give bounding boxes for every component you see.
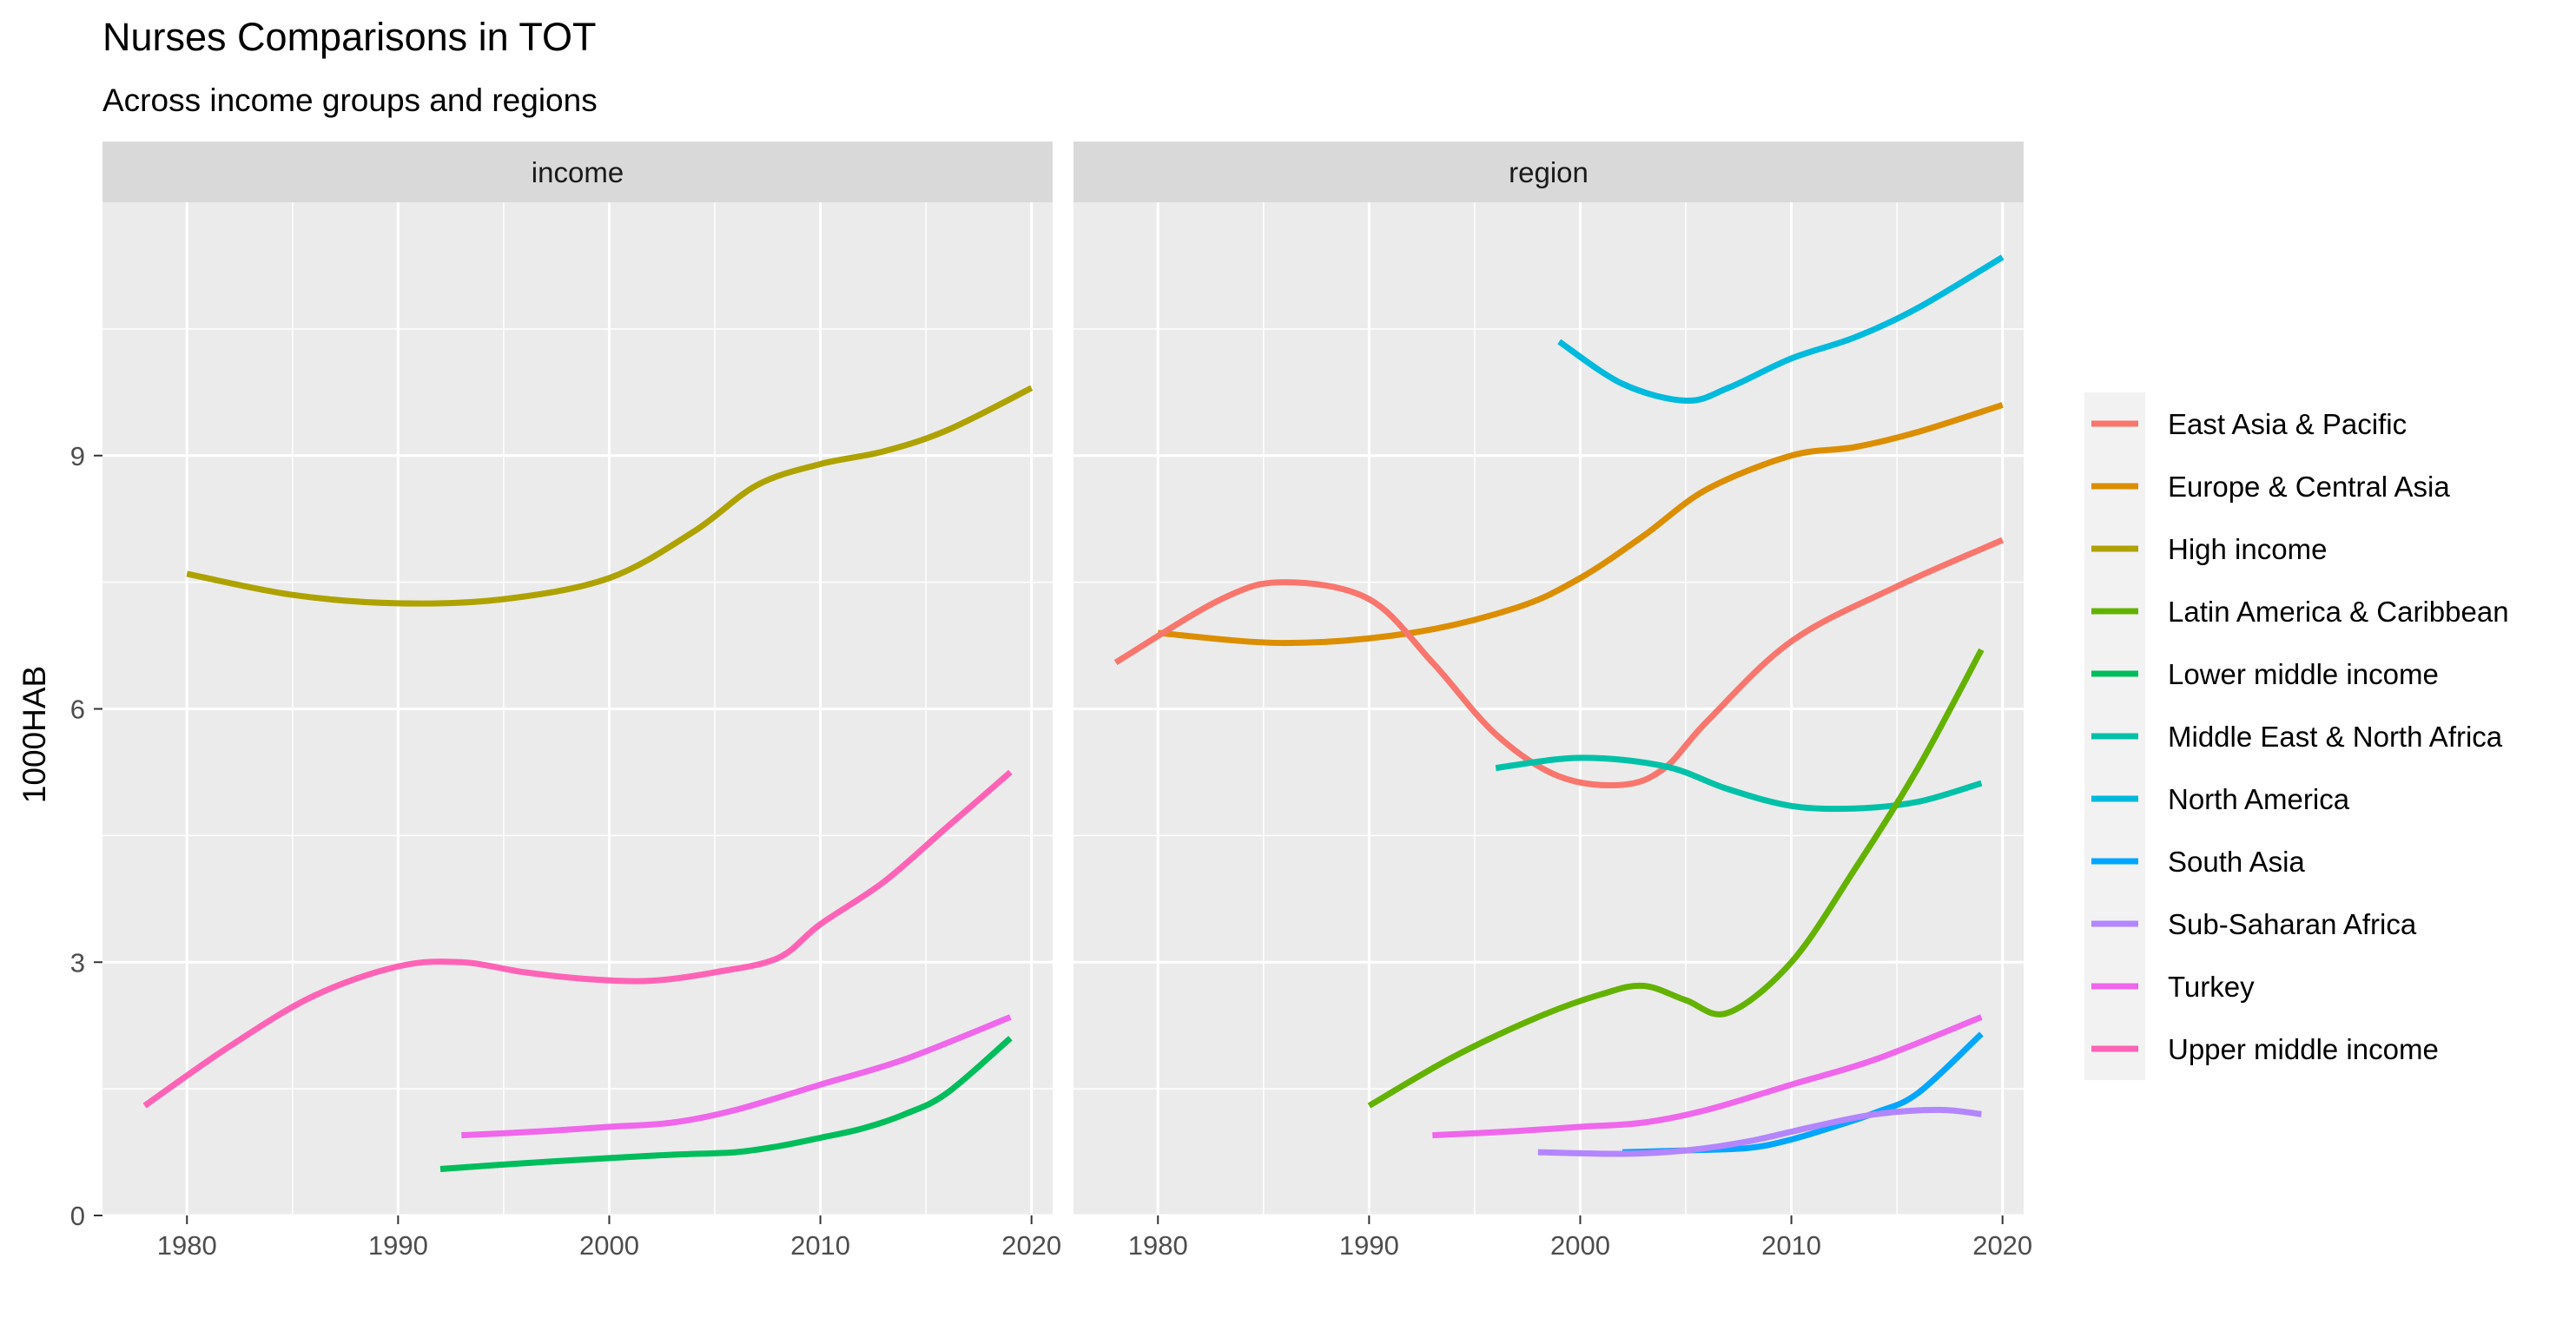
panel-region: region 1980 1990 2000 2010 2020 bbox=[1073, 142, 2032, 1261]
legend-label-north-america: North America bbox=[2168, 783, 2350, 815]
legend-label-sub-saharan-africa: Sub-Saharan Africa bbox=[2168, 908, 2417, 940]
x-tick-label: 1980 bbox=[157, 1230, 217, 1261]
panel-income: income 1980 1990 2000 2010 2020 0 3 6 9 bbox=[70, 142, 1061, 1261]
panels: income 1980 1990 2000 2010 2020 0 3 6 9 region 1980… bbox=[70, 142, 2032, 1261]
series-line-europe-and-central-asia bbox=[1157, 402, 2004, 647]
x-tick-label: 1990 bbox=[368, 1230, 428, 1261]
y-tick-label: 0 bbox=[70, 1201, 85, 1231]
facet-strip bbox=[1073, 142, 2024, 202]
y-tick-label: 3 bbox=[70, 947, 85, 978]
x-tick-label: 2010 bbox=[1761, 1230, 1821, 1261]
y-tick-label: 6 bbox=[70, 695, 85, 725]
x-tick-label: 2020 bbox=[1001, 1230, 1061, 1261]
series-line-north-america bbox=[1557, 254, 2005, 405]
x-tick-label: 1980 bbox=[1128, 1230, 1188, 1261]
chart-subtitle: Across income groups and regions bbox=[102, 82, 598, 118]
series-line-turkey bbox=[1432, 1014, 1983, 1139]
legend-label-south-asia: South Asia bbox=[2168, 846, 2305, 878]
legend-label-high-income: High income bbox=[2168, 533, 2327, 565]
series-line-latin-america-and-caribbean bbox=[1367, 648, 1985, 1109]
x-tick-label: 2020 bbox=[1972, 1230, 2032, 1261]
series-line-east-asia-and-pacific bbox=[1113, 537, 2005, 789]
series-line-middle-east-and-north-africa bbox=[1495, 754, 1983, 813]
legend-label-east-asia-and-pacific: East Asia & Pacific bbox=[2168, 408, 2407, 440]
series-line-turkey bbox=[461, 1014, 1012, 1139]
series-line-lower-middle-income bbox=[439, 1036, 1013, 1172]
facet-label: income bbox=[532, 156, 624, 188]
legend-label-turkey: Turkey bbox=[2168, 971, 2255, 1003]
x-tick-label: 2000 bbox=[1550, 1230, 1610, 1261]
x-tick-label: 1990 bbox=[1339, 1230, 1399, 1261]
legend-label-latin-america-and-caribbean: Latin America & Caribbean bbox=[2168, 596, 2509, 628]
legend-label-lower-middle-income: Lower middle income bbox=[2168, 658, 2439, 690]
y-axis-label: 1000HAB bbox=[17, 666, 52, 803]
legend-label-upper-middle-income: Upper middle income bbox=[2168, 1033, 2439, 1065]
series-line-high-income bbox=[186, 385, 1034, 607]
legend-label-europe-and-central-asia: Europe & Central Asia bbox=[2168, 471, 2450, 503]
facet-strip bbox=[102, 142, 1053, 202]
chart-title: Nurses Comparisons in TOT bbox=[102, 15, 597, 59]
legend-label-middle-east-and-north-africa: Middle East & North Africa bbox=[2168, 721, 2503, 753]
series-line-upper-middle-income bbox=[142, 769, 1013, 1109]
x-tick-label: 2010 bbox=[790, 1230, 850, 1261]
y-tick-label: 9 bbox=[70, 441, 85, 471]
series-line-sub-saharan-africa bbox=[1537, 1106, 1982, 1157]
x-tick-label: 2000 bbox=[579, 1230, 639, 1261]
legend: East Asia & Pacific Europe & Central Asia… bbox=[2084, 392, 2509, 1080]
facet-label: region bbox=[1509, 156, 1589, 188]
